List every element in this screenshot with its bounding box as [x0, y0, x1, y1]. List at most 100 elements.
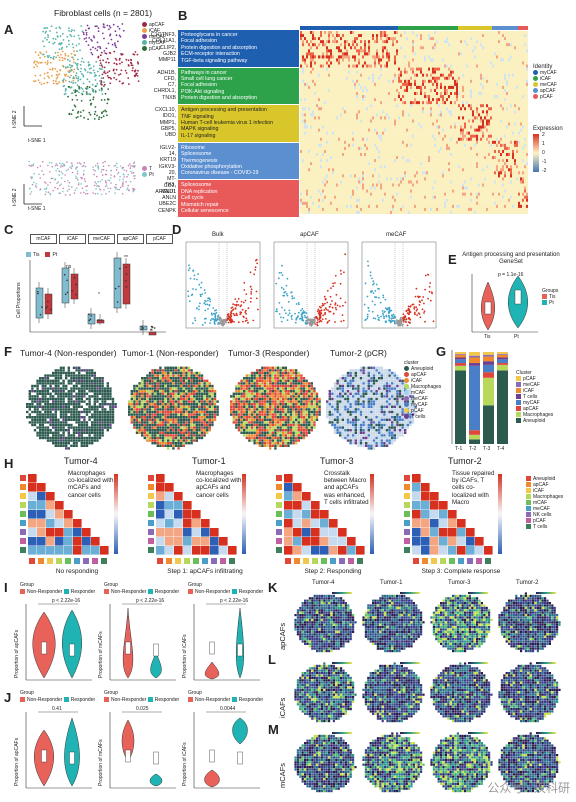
tsne-xlabel-2: t-SNE 1	[28, 206, 46, 212]
e-legend: Groups Tis Pt	[542, 288, 559, 306]
legend-item: meCAF	[404, 396, 441, 402]
tsne-legend-2: T Pt	[142, 166, 154, 178]
volcano-plots	[185, 241, 437, 329]
legend-item: pCAF	[533, 94, 557, 100]
identity-legend: Identity myCAF iCAF meCAF apCAF pCAF	[533, 64, 557, 100]
panel-c: mCAF iCAF meCAF apCAF pCAF Tis Pt Cell Propo…	[14, 228, 173, 338]
sig-label: *	[98, 292, 100, 298]
gene-label: CLIP2,	[160, 44, 176, 51]
stack-segment	[483, 372, 494, 378]
violin-subplot: Group Non-Responder Responder p < 2.22e-16…	[98, 582, 180, 681]
gene-label: IGLV2-14,	[159, 144, 176, 158]
pathway-term: Spliceosome	[181, 182, 212, 189]
legend-item: Pt	[142, 172, 154, 178]
gene-label: UBE2C	[158, 201, 176, 208]
facet-tab: iCAF	[59, 234, 86, 244]
pathway-term: Protein digestion and absorption	[181, 44, 257, 51]
gene-label: COL11A1,	[152, 38, 176, 45]
stack-segment	[455, 354, 466, 358]
gene-label: CHRDL1,	[153, 88, 176, 95]
violin-subplot: Group Non-Responder Responder 0.41 Proporti…	[14, 690, 96, 789]
gene-label: MT-CO2,	[163, 176, 176, 189]
panel-klm: Tumor-4 Tumor-1 Tumor-3 Tumor-2 apCAFs i…	[276, 580, 574, 798]
pathway-term: Spliceosome	[181, 151, 212, 158]
expression-colorbar	[533, 134, 539, 172]
volcano-title: apCAF	[300, 232, 319, 238]
legend-item: iCAF	[526, 488, 563, 494]
panel-a-title: Fibroblast cells (n = 2801)	[54, 8, 153, 18]
klm-title: Tumor-1	[380, 580, 403, 586]
panel-e-title: Antigen processing and presentation Gene…	[462, 252, 560, 265]
watermark: 公众号 · 汉科研	[487, 781, 570, 795]
legend-dot	[142, 34, 147, 40]
coloc-note: Crosstalk between Macro and apCAFs was e…	[324, 470, 369, 506]
pathway-term: IL-17 signaling	[181, 132, 216, 139]
heatmap	[300, 26, 528, 214]
gene-label: CXCL10,	[154, 107, 176, 114]
tsne-ylabel-2: t-SNE 2	[12, 188, 18, 206]
gene-list: C1QTNF3, COL11A1, CLIP2, GJB2 MMP11	[151, 32, 176, 63]
legend-dot	[142, 28, 147, 34]
tissue-title: Tumor-1 (Non-responder)	[122, 348, 219, 358]
legend-item: iCAF	[142, 28, 166, 34]
expression-title: Expression	[533, 126, 563, 132]
pathway-band: Ribosome Spliceosome Thermogenesis Oxidativ…	[178, 142, 299, 180]
facet-tab: apCAF	[117, 234, 144, 244]
violin-subplot: Group Non-Responder Responder p < 2.22e-16…	[182, 582, 264, 681]
pathway-term: Antigen processing and presentation	[181, 107, 267, 114]
stack-segment	[469, 355, 480, 358]
panel-d: Bulk apCAF meCAF	[172, 228, 440, 338]
klm-title: Tumor-4	[312, 580, 335, 586]
panel-g: T-1 T-2 T-3 T-4 Cluster pCAF meCAF iCAF T c…	[446, 344, 574, 456]
coloc-caption: Step 1: apCAFs infiltrating	[167, 568, 243, 575]
pathway-term: Ribosome	[181, 144, 205, 151]
pathway-term: Oxidative phosphorylation	[181, 164, 242, 171]
gene-label: MMP1,	[159, 119, 176, 126]
legend-item: meCAF	[533, 82, 557, 88]
legend-item: myCAF	[142, 40, 166, 46]
coloc-title: Tumor-4	[64, 456, 98, 466]
c-legend: Tis Pt	[26, 252, 57, 258]
legend-item: myCAF	[533, 70, 557, 76]
gene-list: TK1, MND1 ANLN UBE2C CENPK	[158, 182, 176, 213]
legend-item: pCAF	[142, 46, 166, 52]
legend-item: apCAF	[142, 22, 166, 28]
gene-list: CXCL10, IDO1, MMP1, GBP5, UBD	[155, 107, 176, 138]
panel-label-c: C	[4, 222, 14, 237]
panel-label-b: B	[178, 8, 188, 23]
pathway-term: Thermogenesis	[181, 157, 218, 164]
legend-item: apCAF	[526, 482, 563, 488]
facet-tab: mCAF	[30, 234, 57, 244]
pathway-term: Protein digestion and absorption	[181, 95, 257, 102]
legend-item: T cells	[404, 414, 441, 420]
volcano-title: Bulk	[212, 232, 224, 238]
panel-label-h: H	[4, 456, 14, 471]
pathway-term: Focal adhesion	[181, 38, 217, 45]
panel-i: Group Non-Responder Responder p < 2.22e-16…	[14, 582, 264, 686]
gene-label: MND1	[161, 188, 176, 195]
stack-segment	[455, 370, 466, 444]
stacked-bar	[451, 350, 508, 444]
sig-label: **	[124, 255, 128, 261]
volcano-title: meCAF	[386, 232, 407, 238]
stack-segment	[483, 364, 494, 373]
gene-label: IGKV3-20,	[158, 163, 176, 176]
legend-item: meCAF	[526, 506, 563, 512]
pathway-term: Focal adhesion	[181, 82, 217, 89]
stack-segment	[497, 364, 508, 371]
coloc-note: Macrophages co-localized with mCAFs and …	[68, 470, 114, 499]
pathway-term: Coronavirus disease - COVID-19	[181, 170, 259, 177]
tsne-legend: apCAF iCAF meCAF myCAF pCAF	[142, 22, 166, 52]
tsne-plot	[23, 23, 140, 205]
legend-item: meCAF	[516, 382, 553, 388]
legend-item: NK cells	[526, 512, 563, 518]
legend-item: pCAF	[404, 408, 441, 414]
panel-label-d: D	[172, 222, 182, 237]
facet-tab: meCAF	[88, 234, 115, 244]
pathway-band: Pathways in cancer Small cell lung cancer…	[178, 67, 299, 105]
legend-item: apCAF	[533, 88, 557, 94]
legend-dot	[142, 40, 147, 46]
legend-dot	[142, 166, 147, 172]
gene-label: TK1,	[165, 182, 176, 189]
coloc-note: Macrophages co-localized with apCAFs and…	[196, 470, 242, 499]
